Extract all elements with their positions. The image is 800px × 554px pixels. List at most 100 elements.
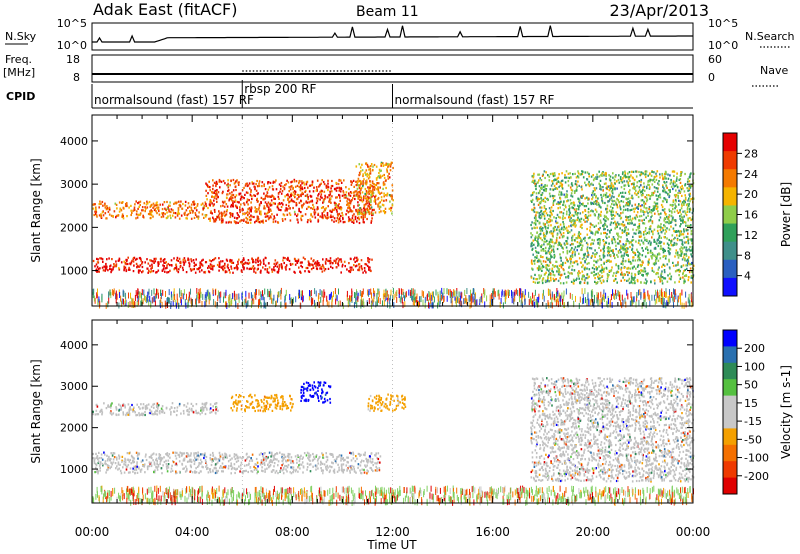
scatter-cell (220, 260, 222, 263)
scatter-cell (224, 200, 226, 203)
scatter-cell (174, 212, 177, 215)
scatter-cell (573, 233, 576, 236)
scatter-cell (195, 209, 198, 212)
scatter-cell (298, 195, 300, 198)
near-range-cell (633, 296, 635, 303)
scatter-cell (577, 235, 579, 238)
scatter-cell (653, 178, 655, 181)
scatter-cell (274, 259, 277, 262)
scatter-cell (560, 179, 563, 183)
scatter-cell (100, 213, 102, 216)
scatter-cell (306, 221, 309, 224)
scatter-cell (561, 185, 563, 189)
scatter-cell (101, 258, 104, 261)
nave-tick-bottom: 0 (708, 71, 715, 84)
scatter-cell (231, 215, 234, 218)
near-range-cell (387, 297, 389, 304)
scatter-cell (688, 224, 691, 227)
scatter-cell (642, 274, 644, 277)
scatter-cell (618, 235, 620, 238)
scatter-cell (593, 268, 596, 271)
scatter-cell (684, 196, 687, 199)
scatter-cell (190, 208, 193, 212)
scatter-cell (681, 233, 683, 236)
scatter-cell (684, 172, 686, 176)
scatter-cell (346, 268, 348, 271)
scatter-cell (368, 174, 370, 177)
scatter-cell (655, 204, 658, 207)
scatter-cell (255, 208, 257, 211)
scatter-cell (261, 220, 263, 223)
near-range-cell (354, 292, 355, 298)
scatter-cell (250, 207, 253, 210)
scatter-cell (637, 207, 639, 210)
scatter-cell (669, 248, 672, 251)
scatter-cell (137, 207, 139, 210)
scatter-cell (629, 218, 632, 221)
scatter-cell (538, 274, 540, 277)
scatter-cell (349, 207, 351, 210)
scatter-cell (647, 194, 650, 197)
near-range-cell (99, 300, 101, 307)
scatter-cell (534, 256, 536, 259)
scatter-cell (568, 204, 571, 207)
scatter-cell (659, 173, 661, 176)
scatter-cell (117, 259, 120, 262)
scatter-cell (298, 207, 300, 210)
scatter-cell (369, 170, 372, 173)
scatter-cell (558, 202, 561, 205)
scatter-cell (630, 196, 633, 199)
scatter-cell (241, 260, 243, 263)
scatter-cell (573, 214, 575, 217)
scatter-cell (624, 191, 627, 194)
scatter-cell (222, 190, 224, 193)
scatter-cell (634, 276, 636, 279)
scatter-cell (142, 270, 144, 273)
scatter-cell (329, 209, 331, 212)
scatter-cell (598, 203, 600, 206)
scatter-cell (203, 204, 206, 207)
scatter-cell (294, 196, 296, 199)
scatter-cell (609, 175, 612, 178)
near-range-cell (458, 298, 460, 305)
scatter-cell (257, 217, 260, 221)
scatter-cell (246, 182, 248, 185)
scatter-cell (281, 202, 283, 205)
scatter-cell (292, 186, 294, 189)
scatter-cell (337, 204, 339, 207)
scatter-cell (101, 200, 104, 204)
scatter-cell (371, 184, 373, 187)
scatter-cell (691, 211, 694, 215)
scatter-cell (234, 204, 237, 207)
scatter-cell (655, 272, 657, 276)
scatter-cell (325, 185, 328, 188)
scatter-cell (566, 249, 569, 252)
scatter-cell (177, 259, 180, 262)
scatter-cell (391, 204, 394, 207)
scatter-cell (368, 176, 371, 179)
nsearch-label: N.Search (745, 30, 795, 43)
scatter-cell (650, 230, 653, 233)
scatter-cell (679, 225, 681, 228)
scatter-cell (211, 202, 213, 205)
scatter-cell (558, 243, 560, 246)
scatter-cell (690, 238, 693, 241)
scatter-cell (379, 176, 381, 179)
scatter-cell (259, 259, 261, 262)
scatter-cell (344, 220, 346, 224)
scatter-cell (621, 247, 623, 250)
scatter-cell (367, 177, 370, 180)
scatter-cell (684, 212, 687, 215)
scatter-cell (182, 202, 184, 206)
scatter-cell (631, 243, 633, 246)
scatter-cell (672, 227, 675, 230)
scatter-cell (280, 181, 283, 185)
scatter-cell (560, 264, 563, 268)
scatter-cell (654, 282, 656, 285)
scatter-cell (592, 179, 595, 182)
scatter-cell (669, 174, 671, 177)
scatter-cell (621, 223, 623, 226)
scatter-cell (279, 190, 281, 193)
scatter-cell (128, 206, 130, 209)
near-range-cell (262, 294, 264, 301)
